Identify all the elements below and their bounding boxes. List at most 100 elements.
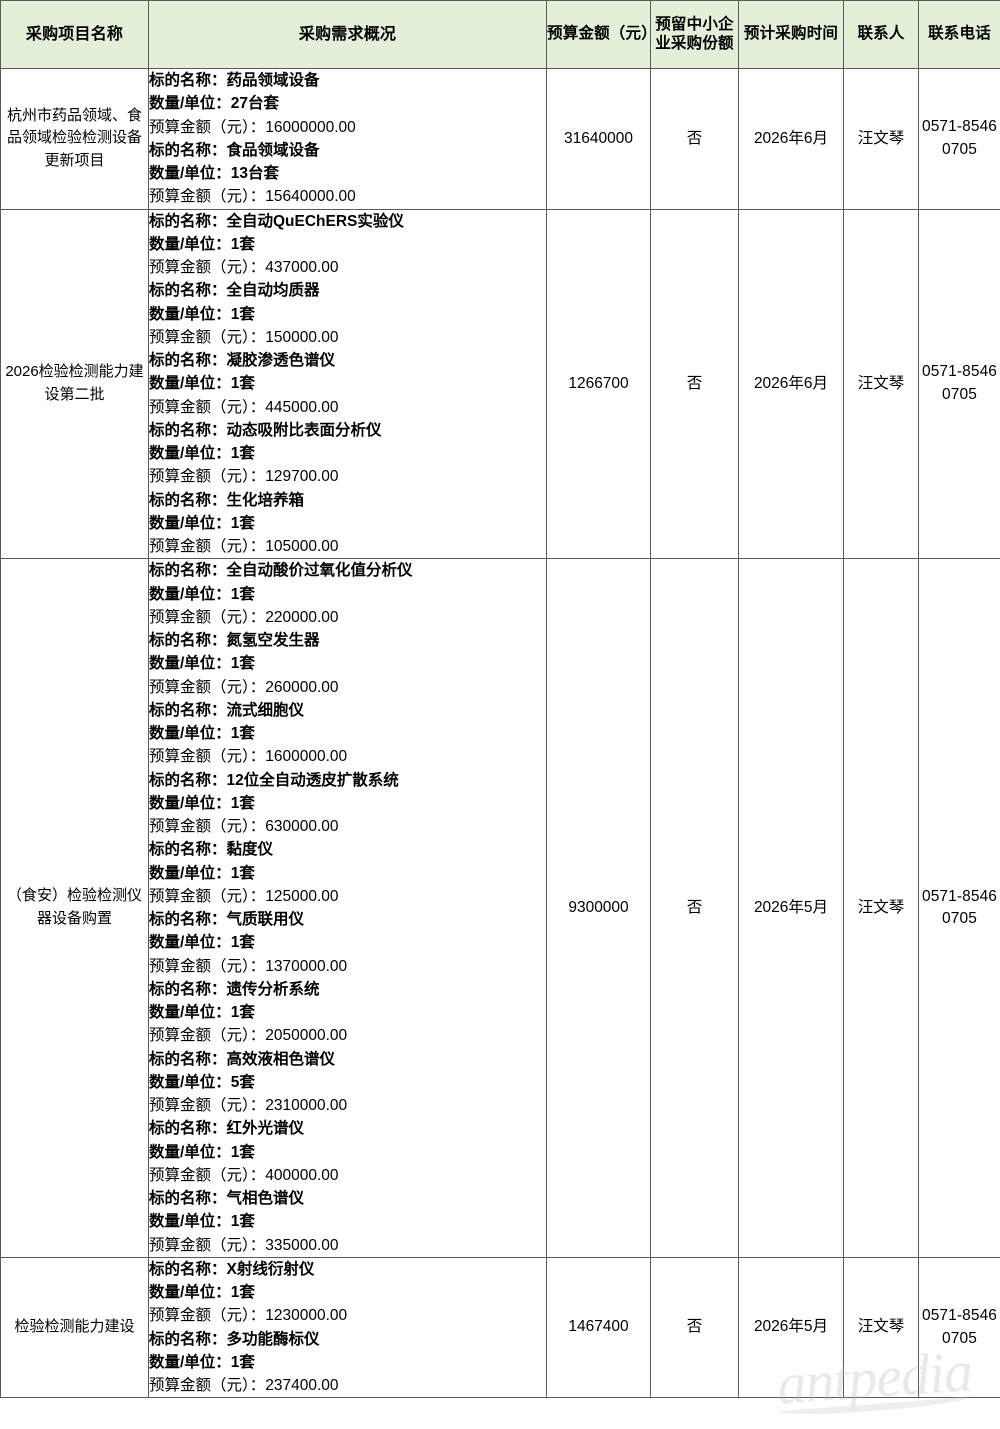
cell-contact-phone: 0571-85460705 — [918, 558, 1000, 1258]
item-budget: 预算金额（元）：630000.00 — [149, 818, 339, 835]
cell-contact-phone: 0571-85460705 — [918, 68, 1000, 210]
item-budget: 预算金额（元）：129700.00 — [149, 468, 339, 486]
requirement-item: 标的名称：动态吸附比表面分析仪 数量/单位：1套 预算金额（元）：129700.00 — [149, 419, 546, 489]
item-budget: 预算金额（元）：2310000.00 — [149, 1097, 348, 1114]
requirement-item: 标的名称：X射线衍射仪 数量/单位：1套预算金额（元）：1230000.00 — [149, 1258, 546, 1328]
item-name: 标的名称：全自动QuEChERS实验仪 — [149, 212, 404, 230]
requirement-item: 标的名称：12位全自动透皮扩散系统 数量/单位：1套预算金额（元）：630000.… — [149, 769, 546, 839]
procurement-plan-table: 采购项目名称 采购需求概况 预算金额（元） 预留中小企业采购份额 预计采购时间 … — [0, 0, 1000, 1399]
item-quantity: 数量/单位：1套 — [149, 1284, 255, 1301]
cell-requirement-overview: 标的名称：全自动QuEChERS实验仪 数量/单位：1套 预算金额（元）：43700… — [148, 208, 547, 560]
item-name: 标的名称：遗传分析系统 — [149, 980, 320, 998]
item-name: 标的名称：气相色谱仪 — [149, 1190, 305, 1207]
item-name: 标的名称：12位全自动透皮扩散系统 — [149, 771, 399, 789]
table-body: 杭州市药品领域、食品领域检验检测设备更新项目 标的名称：药品领域设备 数量/单位：2… — [0, 68, 1000, 1399]
item-quantity: 数量/单位：1套 — [149, 1143, 255, 1161]
item-quantity: 数量/单位：1套 — [149, 1213, 255, 1231]
cell-contact-phone: 0571-85460705 — [918, 208, 1000, 560]
cell-budget-amount: 1467400 — [546, 1256, 651, 1399]
cell-sme-reserved: 否 — [650, 208, 739, 560]
item-name: 标的名称：多功能酶标仪 — [149, 1330, 320, 1348]
requirement-item: 标的名称：全自动酸价过氧化值分析仪 数量/单位：1套预算金额（元）：220000.… — [149, 559, 546, 629]
cell-project-name: 2026检验检测能力建设第二批 — [0, 208, 149, 560]
item-budget: 预算金额（元）：1370000.00 — [149, 957, 348, 975]
item-budget: 预算金额（元）：1230000.00 — [149, 1307, 348, 1325]
cell-contact-person: 汪文琴 — [843, 68, 919, 210]
item-budget: 预算金额（元）：220000.00 — [149, 608, 339, 626]
item-name: 标的名称：氮氢空发生器 — [149, 632, 320, 649]
requirement-item: 标的名称：凝胶渗透色谱仪 数量/单位：1套 预算金额（元）：445000.00 — [149, 349, 546, 419]
requirement-item: 标的名称：多功能酶标仪 数量/单位：1套 预算金额（元）：237400.00 — [149, 1328, 546, 1398]
item-name: 标的名称：高效液相色谱仪 — [149, 1050, 336, 1068]
cell-contact-phone: 0571-85460705 — [918, 1256, 1000, 1399]
item-name: 标的名称：药品领域设备 — [149, 72, 320, 89]
cell-contact-person: 汪文琴 — [843, 558, 919, 1258]
cell-project-name: 检验检测能力建设 — [0, 1256, 149, 1399]
item-quantity: 数量/单位：1套 — [149, 725, 255, 742]
requirement-item: 标的名称：气相色谱仪 数量/单位：1套预算金额（元）：335000.00 — [149, 1187, 546, 1257]
item-budget: 预算金额（元）：105000.00 — [149, 538, 339, 555]
column-header-budget-amount: 预算金额（元） — [546, 0, 657, 69]
cell-expected-time: 2026年6月 — [738, 68, 844, 210]
requirement-item: 标的名称：高效液相色谱仪 数量/单位：5套预算金额（元）：2310000.00 — [149, 1048, 546, 1118]
cell-sme-reserved: 否 — [650, 68, 739, 210]
item-name: 标的名称：全自动酸价过氧化值分析仪 — [149, 562, 413, 580]
item-budget: 预算金额（元）：15640000.00 — [149, 188, 356, 206]
cell-requirement-overview: 标的名称：全自动酸价过氧化值分析仪 数量/单位：1套预算金额（元）：220000.… — [148, 558, 547, 1258]
column-header-project-name: 采购项目名称 — [0, 0, 149, 69]
requirement-item: 标的名称：遗传分析系统 数量/单位：1套 预算金额（元）：2050000.00 — [149, 978, 546, 1048]
item-quantity: 数量/单位：1套 — [149, 235, 255, 253]
requirement-item: 标的名称：药品领域设备 数量/单位：27台套 预算金额（元）：16000000.00 — [149, 69, 546, 139]
cell-requirement-overview: 标的名称：药品领域设备 数量/单位：27台套 预算金额（元）：16000000.00… — [148, 68, 547, 210]
item-quantity: 数量/单位：1套 — [149, 794, 255, 812]
header-row: 采购项目名称 采购需求概况 预算金额（元） 预留中小企业采购份额 预计采购时间 … — [0, 0, 1000, 69]
item-name: 标的名称：气质联用仪 — [149, 911, 305, 928]
item-name: 标的名称：食品领域设备 — [149, 141, 320, 159]
cell-project-name: 杭州市药品领域、食品领域检验检测设备更新项目 — [0, 68, 149, 210]
requirement-item: 标的名称：气质联用仪 数量/单位：1套预算金额（元）：1370000.00 — [149, 908, 546, 978]
item-quantity: 数量/单位：1套 — [149, 514, 255, 532]
item-name: 标的名称：动态吸附比表面分析仪 — [149, 421, 382, 439]
item-name: 标的名称：生化培养箱 — [149, 491, 305, 509]
requirement-item: 标的名称：生化培养箱 数量/单位：1套预算金额（元）：105000.00 — [149, 489, 546, 559]
item-budget: 预算金额（元）：400000.00 — [149, 1166, 339, 1184]
item-budget: 预算金额（元）：16000000.00 — [149, 118, 356, 136]
item-quantity: 数量/单位：1套 — [149, 934, 255, 952]
cell-expected-time: 2026年5月 — [738, 1256, 844, 1399]
item-quantity: 数量/单位：1套 — [149, 305, 255, 323]
column-header-expected-time: 预计采购时间 — [738, 0, 844, 69]
item-budget: 预算金额（元）：445000.00 — [149, 398, 339, 416]
cell-sme-reserved: 否 — [650, 558, 739, 1258]
item-name: 标的名称：黏度仪 — [149, 841, 274, 859]
cell-contact-person: 汪文琴 — [843, 208, 919, 560]
cell-expected-time: 2026年5月 — [738, 558, 844, 1258]
item-quantity: 数量/单位：1套 — [149, 585, 255, 603]
item-budget: 预算金额（元）：150000.00 — [149, 328, 339, 346]
item-quantity: 数量/单位：1套 — [149, 864, 255, 882]
requirement-item: 标的名称：氮氢空发生器 数量/单位：1套 预算金额（元）：260000.00 — [149, 629, 546, 699]
item-name: 标的名称：流式细胞仪 — [149, 701, 305, 719]
table-row: 杭州市药品领域、食品领域检验检测设备更新项目 标的名称：药品领域设备 数量/单位：2… — [0, 68, 1000, 210]
cell-expected-time: 2026年6月 — [738, 208, 844, 560]
cell-budget-amount: 1266700 — [546, 208, 651, 560]
column-header-contact-person: 联系人 — [843, 0, 919, 69]
requirement-item: 标的名称：全自动均质器 数量/单位：1套预算金额（元）：150000.00 — [149, 279, 546, 349]
item-quantity: 数量/单位：5套 — [149, 1073, 255, 1091]
item-budget: 预算金额（元）：260000.00 — [149, 678, 339, 696]
item-name: 标的名称：红外光谱仪 — [149, 1120, 305, 1138]
table-header: 采购项目名称 采购需求概况 预算金额（元） 预留中小企业采购份额 预计采购时间 … — [0, 0, 1000, 69]
item-name: 标的名称：X射线衍射仪 — [149, 1260, 315, 1278]
item-budget: 预算金额（元）：1600000.00 — [149, 748, 348, 766]
column-header-requirement: 采购需求概况 — [148, 0, 547, 69]
cell-project-name: （食安）检验检测仪器设备购置 — [0, 558, 149, 1258]
column-header-sme-share: 预留中小企业采购份额 — [650, 0, 739, 69]
item-budget: 预算金额（元）：335000.00 — [149, 1236, 339, 1254]
cell-contact-person: 汪文琴 — [843, 1256, 919, 1399]
table-row: （食安）检验检测仪器设备购置 标的名称：全自动酸价过氧化值分析仪 数量/单位：1套预… — [0, 558, 1000, 1258]
table-row: 检验检测能力建设 标的名称：X射线衍射仪 数量/单位：1套预算金额（元）：12300… — [0, 1256, 1000, 1399]
item-budget: 预算金额（元）：2050000.00 — [149, 1027, 348, 1045]
item-name: 标的名称：全自动均质器 — [149, 282, 320, 300]
table-row: 2026检验检测能力建设第二批 标的名称：全自动QuEChERS实验仪 数量/单位：… — [0, 208, 1000, 560]
item-quantity: 数量/单位：1套 — [149, 1353, 255, 1371]
